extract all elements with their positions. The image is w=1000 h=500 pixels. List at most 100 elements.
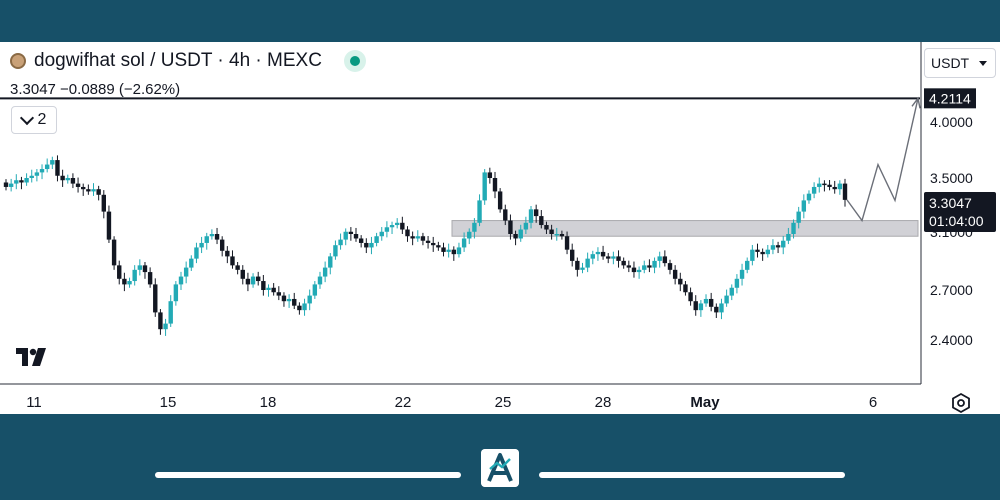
- candle: [50, 156, 55, 170]
- currency-select[interactable]: USDT: [924, 48, 996, 78]
- candle: [477, 194, 482, 227]
- candle-body: [508, 220, 513, 234]
- candle: [322, 261, 328, 283]
- candle: [384, 221, 390, 238]
- candle: [271, 283, 276, 296]
- candle: [101, 190, 106, 219]
- candle-body: [235, 265, 240, 270]
- candle-body: [168, 301, 173, 324]
- chart-header: dogwifhat sol / USDT · 4h · MEXC: [10, 50, 366, 72]
- candle: [96, 185, 101, 201]
- candle-body: [822, 183, 827, 186]
- candle-body: [400, 222, 405, 230]
- candle: [806, 190, 812, 204]
- chevron-down-icon: [19, 110, 34, 125]
- candle-body: [662, 256, 668, 264]
- price-chart[interactable]: 4.00003.50003.10002.70002.40004.21143.30…: [0, 42, 1000, 414]
- price-axis-label: 3.5000: [930, 170, 973, 186]
- candle: [533, 204, 539, 223]
- candle: [297, 302, 302, 315]
- candle-body: [425, 240, 431, 243]
- candle: [39, 164, 45, 180]
- candle: [338, 233, 343, 250]
- candle: [358, 235, 364, 248]
- candle: [456, 242, 462, 258]
- candle: [178, 271, 184, 290]
- candle: [127, 277, 132, 288]
- candle: [132, 265, 137, 286]
- candle: [755, 243, 760, 258]
- candle: [142, 262, 148, 279]
- candle: [626, 260, 632, 273]
- candle: [147, 267, 153, 288]
- candle-body: [369, 242, 374, 248]
- candle-body: [276, 292, 282, 296]
- indicators-toggle-button[interactable]: 2: [11, 106, 57, 134]
- candle-body: [183, 267, 189, 277]
- candle-body: [781, 240, 786, 248]
- candle-body: [544, 225, 549, 230]
- chart-panel: 4.00003.50003.10002.70002.40004.21143.30…: [0, 42, 1000, 414]
- candle-body: [657, 256, 662, 261]
- candle: [559, 230, 565, 240]
- candle: [302, 298, 307, 316]
- candle: [657, 251, 662, 268]
- candle: [497, 188, 503, 213]
- candle-body: [595, 251, 601, 255]
- candle: [34, 169, 40, 182]
- candle: [482, 169, 487, 205]
- candle-body: [590, 254, 595, 259]
- candle-body: [708, 298, 714, 307]
- candle-body: [446, 249, 451, 252]
- logo-slash: [32, 348, 46, 366]
- candle: [194, 242, 199, 264]
- candle: [544, 221, 549, 234]
- candle-body: [482, 172, 487, 201]
- candle: [276, 286, 282, 301]
- candle-body: [86, 189, 91, 192]
- candle: [539, 210, 544, 229]
- logo-dot: [29, 348, 37, 356]
- candle-body: [322, 267, 328, 277]
- time-axis-label: 25: [495, 394, 512, 411]
- candle-body: [456, 247, 462, 255]
- candle-body: [760, 251, 765, 255]
- candle: [153, 278, 158, 317]
- candle-body: [307, 295, 312, 304]
- candle: [86, 184, 91, 195]
- candle: [585, 252, 590, 273]
- candle-body: [24, 178, 29, 183]
- candle: [837, 180, 843, 195]
- candle: [400, 216, 405, 234]
- candle-body: [44, 164, 50, 170]
- candle-body: [364, 242, 369, 248]
- candle-body: [297, 305, 302, 311]
- candle-body: [497, 191, 503, 210]
- candle: [508, 214, 513, 240]
- candle: [163, 318, 168, 336]
- candle-body: [616, 256, 621, 261]
- candle-body: [585, 258, 590, 268]
- candle: [106, 205, 112, 243]
- candle-body: [374, 236, 379, 243]
- candle-body: [672, 269, 678, 279]
- candle-body: [575, 260, 580, 270]
- candle: [549, 224, 554, 240]
- candle: [467, 228, 472, 245]
- candle: [693, 295, 698, 316]
- candle: [431, 236, 436, 252]
- gear-icon[interactable]: [950, 392, 972, 414]
- candle: [441, 242, 446, 257]
- candle-body: [647, 265, 652, 268]
- candle-body: [667, 263, 673, 270]
- candle-body: [693, 301, 698, 311]
- candle-body: [554, 234, 559, 236]
- candle: [775, 241, 781, 254]
- candle: [410, 231, 415, 246]
- candle: [811, 182, 817, 199]
- candle-body: [492, 178, 498, 192]
- candle: [158, 309, 163, 335]
- time-axis-label: 22: [395, 394, 412, 411]
- candle: [281, 292, 287, 307]
- candle-body: [791, 222, 796, 234]
